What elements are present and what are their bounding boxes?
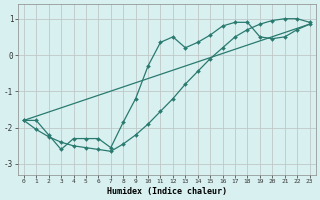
X-axis label: Humidex (Indice chaleur): Humidex (Indice chaleur) [107, 187, 227, 196]
